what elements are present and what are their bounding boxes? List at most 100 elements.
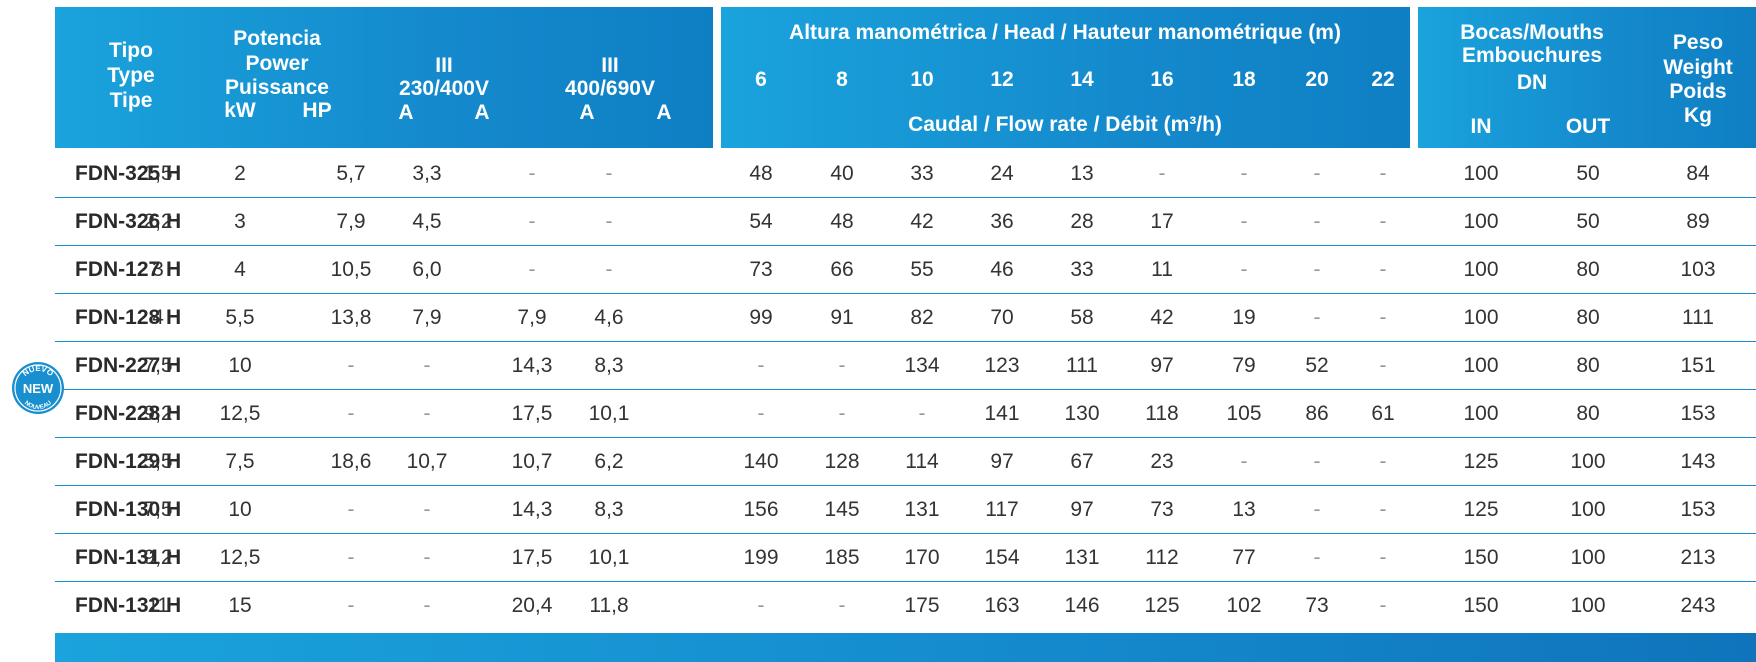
in-cell: 125 <box>1463 498 1499 521</box>
model-cell: FDN-129 H <box>75 450 182 473</box>
in-cell: 100 <box>1463 306 1499 329</box>
a230-cell: - <box>347 498 355 521</box>
b400-cell: 17,5 <box>511 402 553 425</box>
flow-cell: - <box>1379 354 1387 377</box>
flow-cell: 42 <box>1150 306 1174 329</box>
flow-cell: - <box>1313 306 1321 329</box>
model-cell: FDN-326 H <box>75 210 182 233</box>
flow-cell: 48 <box>749 162 773 185</box>
b690-cell: 6,2 <box>594 450 624 473</box>
header-400-amp: A <box>474 101 490 124</box>
flow-cell: - <box>1379 594 1387 617</box>
a230-cell: - <box>347 546 355 569</box>
in-cell: 100 <box>1463 210 1499 233</box>
a230-cell: 10,5 <box>330 258 372 281</box>
flow-cell: 33 <box>910 162 934 185</box>
flow-cell: - <box>838 402 846 425</box>
a400-cell: - <box>423 546 431 569</box>
header-dn: DN <box>1516 71 1548 94</box>
model-cell: FDN-131 H <box>75 546 182 569</box>
hp-cell: 7,5 <box>225 450 255 473</box>
out-cell: 80 <box>1576 258 1600 281</box>
out-cell: 80 <box>1576 402 1600 425</box>
flow-cell: 58 <box>1070 306 1094 329</box>
kg-cell: 103 <box>1680 258 1716 281</box>
out-cell: 80 <box>1576 354 1600 377</box>
header-block-head: Altura manométrica / Head / Hauteur mano… <box>721 7 1410 148</box>
kg-cell: 84 <box>1686 162 1710 185</box>
flow-cell: - <box>1313 210 1321 233</box>
flow-cell: 130 <box>1064 402 1100 425</box>
flow-cell: 73 <box>1150 498 1174 521</box>
flow-cell: 123 <box>984 354 1020 377</box>
a230-cell: - <box>347 402 355 425</box>
a230-cell: 13,8 <box>330 306 372 329</box>
flow-cell: - <box>1240 162 1248 185</box>
flow-cell: 17 <box>1150 210 1174 233</box>
flow-cell: - <box>838 354 846 377</box>
flow-cell: 134 <box>904 354 940 377</box>
header-tipo-fr: Tipe <box>109 89 153 112</box>
flow-cell: 13 <box>1070 162 1094 185</box>
header-head-16: 16 <box>1150 68 1174 91</box>
table-row: FDN-129 H 5,5 7,5 18,6 10,7 10,7 6,2 140 128 114 9… <box>55 438 1756 486</box>
flow-cell: - <box>1313 546 1321 569</box>
a400-cell: 3,3 <box>412 162 442 185</box>
new-badge-icon: NUEVO NEW NOUVEAU <box>12 362 64 414</box>
flow-cell: 28 <box>1070 210 1094 233</box>
flow-cell: - <box>1240 258 1248 281</box>
kw-cell: 3 <box>152 258 164 281</box>
flow-cell: 199 <box>743 546 779 569</box>
flow-cell: 175 <box>904 594 940 617</box>
header-690-amp: A <box>656 101 672 124</box>
in-cell: 100 <box>1463 354 1499 377</box>
in-cell: 125 <box>1463 450 1499 473</box>
table-row: FDN-228 H 9,2 12,5 - - 17,5 10,1 - - - 141 130 118 10… <box>55 390 1756 438</box>
flow-cell: 36 <box>990 210 1014 233</box>
kg-cell: 89 <box>1686 210 1710 233</box>
footer-bar <box>55 633 1756 662</box>
flow-cell: 97 <box>1070 498 1094 521</box>
in-cell: 100 <box>1463 258 1499 281</box>
a400-cell: 6,0 <box>412 258 442 281</box>
kw-cell: 5,5 <box>143 450 173 473</box>
b690-cell: 10,1 <box>588 402 630 425</box>
header-tipo-es: Tipo <box>109 39 153 62</box>
header-400b-amp: A <box>579 101 595 124</box>
hp-cell: 2 <box>234 162 246 185</box>
flow-cell: 140 <box>743 450 779 473</box>
flow-cell: 67 <box>1070 450 1094 473</box>
flow-cell: 73 <box>1305 594 1329 617</box>
a230-cell: - <box>347 354 355 377</box>
header-230-amp: A <box>398 101 414 124</box>
b400-cell: - <box>528 210 536 233</box>
table-row: FDN-325 H 1,5 2 5,7 3,3 - - 48 40 33 24 13 - - - - 100 50… <box>55 150 1756 198</box>
row-divider <box>55 437 1756 438</box>
a230-cell: 7,9 <box>336 210 366 233</box>
out-cell: 100 <box>1570 546 1606 569</box>
a230-cell: 5,7 <box>336 162 366 185</box>
flow-cell: 125 <box>1144 594 1180 617</box>
flow-cell: 145 <box>824 498 860 521</box>
in-cell: 150 <box>1463 594 1499 617</box>
kw-cell: 1,5 <box>143 162 173 185</box>
a400-cell: 4,5 <box>412 210 442 233</box>
header-tipo-en: Type <box>107 64 155 87</box>
hp-cell: 10 <box>228 354 252 377</box>
header-peso-es: Peso <box>1672 31 1724 54</box>
header-potencia-en: Power <box>245 52 309 75</box>
flow-cell: 99 <box>749 306 773 329</box>
kw-cell: 11 <box>147 594 169 617</box>
kg-cell: 143 <box>1680 450 1716 473</box>
flow-cell: 55 <box>910 258 934 281</box>
header-in: IN <box>1470 115 1492 138</box>
header-block-specs: Tipo Type Tipe Potencia Power Puissance … <box>55 7 713 148</box>
a230-cell: - <box>347 594 355 617</box>
flow-cell: 97 <box>990 450 1014 473</box>
flow-cell: - <box>1158 162 1166 185</box>
flow-cell: - <box>1379 258 1387 281</box>
a400-cell: - <box>423 354 431 377</box>
flow-cell: - <box>1313 498 1321 521</box>
row-divider <box>55 245 1756 246</box>
model-cell: FDN-132 H <box>75 594 182 617</box>
